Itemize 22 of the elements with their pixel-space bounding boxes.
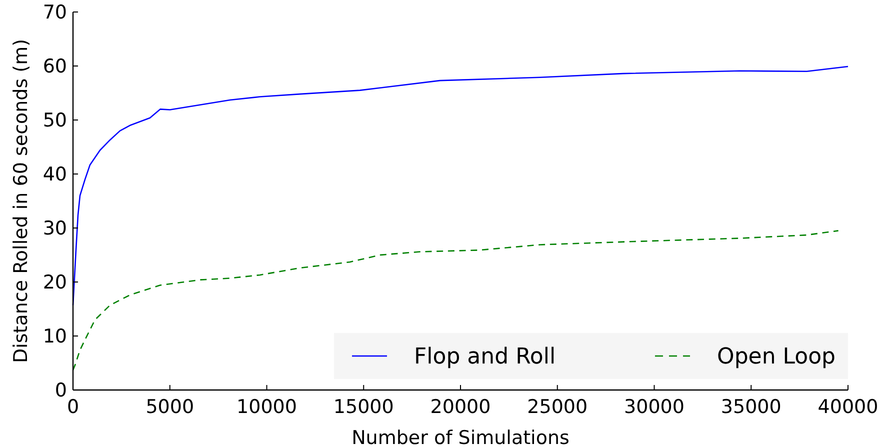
legend-label: Open Loop	[717, 344, 836, 370]
line-series	[72, 230, 839, 371]
y-axis-title: Distance Rolled in 60 seconds (m)	[10, 38, 32, 364]
x-axis-title: Number of Simulations	[352, 427, 570, 448]
x-tick-label: 25000	[527, 396, 588, 418]
x-tick-label: 30000	[624, 396, 684, 418]
x-tick-label: 40000	[818, 396, 878, 418]
y-tick-label: 40	[42, 164, 67, 186]
x-tick-label: 5000	[146, 396, 194, 418]
y-tick-label: 30	[42, 218, 67, 240]
y-tick-label: 20	[42, 272, 67, 294]
y-tick-label: 50	[42, 110, 67, 132]
x-tick-label: 20000	[430, 396, 491, 418]
y-tick-label: 70	[42, 2, 67, 24]
y-tick-label: 0	[54, 380, 67, 402]
legend-label: Flop and Roll	[414, 344, 556, 370]
y-tick-label: 60	[42, 56, 67, 78]
x-tick-label: 15000	[333, 396, 394, 418]
x-tick-label: 10000	[236, 396, 297, 418]
line-series	[72, 66, 849, 306]
y-tick-label: 10	[42, 326, 67, 348]
x-tick-label: 35000	[720, 396, 782, 418]
